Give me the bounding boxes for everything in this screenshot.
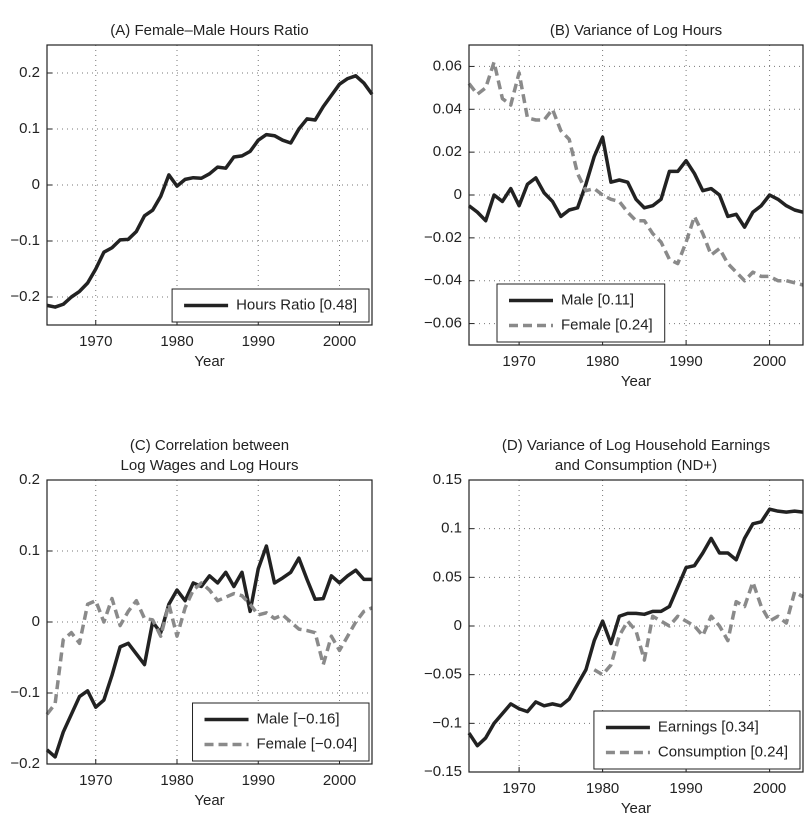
panel-title: (B) Variance of Log Hours [550, 22, 722, 39]
x-axis-label: Year [621, 800, 651, 816]
series-line [45, 581, 373, 716]
y-tick-label: 0.1 [19, 120, 40, 137]
y-tick-label: −0.1 [432, 714, 462, 731]
y-tick-label: −0.2 [10, 288, 40, 305]
legend: Male [0.11] Female [0.24] [496, 283, 666, 343]
legend-box [496, 283, 666, 343]
legend-label: Earnings [0.34] [658, 718, 759, 735]
x-tick-label: 1970 [502, 780, 535, 797]
panel-title: (A) Female–Male Hours Ratio [110, 22, 308, 39]
x-tick-label: 2000 [753, 780, 786, 797]
y-tick-label: −0.1 [10, 232, 40, 249]
series-line [467, 135, 804, 229]
panel: (C) Correlation between Log Wages and Log… [10, 437, 373, 809]
legend: Earnings [0.34] Consumption [0.24] [593, 710, 801, 770]
x-tick-label: 1990 [242, 333, 275, 350]
y-tick-label: −0.15 [424, 763, 462, 780]
legend-box [192, 702, 370, 762]
legend-label: Male [−0.16] [257, 710, 340, 727]
x-axis-label: Year [194, 353, 224, 370]
y-tick-label: −0.2 [10, 755, 40, 772]
legend-label: Hours Ratio [0.48] [236, 296, 357, 313]
series-line [46, 74, 374, 309]
panel-title: Log Wages and Log Hours [121, 457, 299, 474]
y-tick-label: 0.04 [433, 100, 462, 117]
legend-box [593, 710, 801, 770]
x-tick-label: 1990 [242, 772, 275, 789]
plot-frame [468, 479, 804, 773]
y-tick-label: 0.2 [19, 471, 40, 488]
panel-title: (D) Variance of Log Household Earnings [502, 437, 770, 454]
y-tick-label: 0 [454, 186, 462, 203]
series-line [467, 60, 804, 287]
legend: Hours Ratio [0.48] [171, 288, 370, 323]
plot-frame [468, 44, 804, 346]
x-tick-label: 1980 [160, 333, 193, 350]
x-tick-label: 1990 [669, 780, 702, 797]
legend-label: Female [−0.04] [257, 735, 357, 752]
y-tick-label: 0.1 [441, 520, 462, 537]
panel: (A) Female–Male Hours Ratio −0.2 −0.1 0 0.1 0… [10, 22, 374, 370]
y-tick-label: 0.2 [19, 64, 40, 81]
plot-frame [46, 44, 373, 326]
x-tick-label: 1980 [586, 353, 619, 370]
x-tick-label: 1970 [502, 353, 535, 370]
y-tick-label: 0.02 [433, 143, 462, 160]
y-tick-label: −0.02 [424, 229, 462, 246]
legend: Male [−0.16] Female [−0.04] [192, 702, 370, 762]
series-line [467, 507, 804, 748]
panel-title: and Consumption (ND+) [555, 457, 717, 474]
x-tick-label: 2000 [323, 772, 356, 789]
series-line [45, 544, 372, 759]
y-tick-label: 0.1 [19, 542, 40, 559]
panel-title: (C) Correlation between [130, 437, 289, 454]
legend-label: Male [0.11] [561, 291, 634, 308]
y-tick-label: −0.04 [424, 272, 462, 289]
x-axis-label: Year [621, 373, 651, 390]
x-tick-label: 1980 [160, 772, 193, 789]
y-tick-label: 0 [32, 613, 40, 630]
series-line [593, 580, 804, 677]
y-tick-label: 0.15 [433, 471, 462, 488]
y-tick-label: 0.06 [433, 57, 462, 74]
legend-label: Female [0.24] [561, 316, 653, 333]
panel: (B) Variance of Log Hours −0.06 −0.04 −0.02… [424, 22, 804, 390]
panel: (D) Variance of Log Household Earnings an… [424, 437, 804, 816]
y-tick-label: 0.05 [433, 568, 462, 585]
x-axis-label: Year [194, 792, 224, 809]
y-tick-label: 0 [32, 176, 40, 193]
plot-frame [46, 479, 373, 765]
x-tick-label: 1980 [586, 780, 619, 797]
x-tick-label: 2000 [753, 353, 786, 370]
y-tick-label: 0 [454, 617, 462, 634]
x-tick-label: 1970 [79, 772, 112, 789]
x-tick-label: 1970 [79, 333, 112, 350]
x-tick-label: 2000 [323, 333, 356, 350]
legend-label: Consumption [0.24] [658, 743, 788, 760]
y-tick-label: −0.1 [10, 684, 40, 701]
x-tick-label: 1990 [669, 353, 702, 370]
y-tick-label: −0.06 [424, 315, 462, 332]
y-tick-label: −0.05 [424, 666, 462, 683]
